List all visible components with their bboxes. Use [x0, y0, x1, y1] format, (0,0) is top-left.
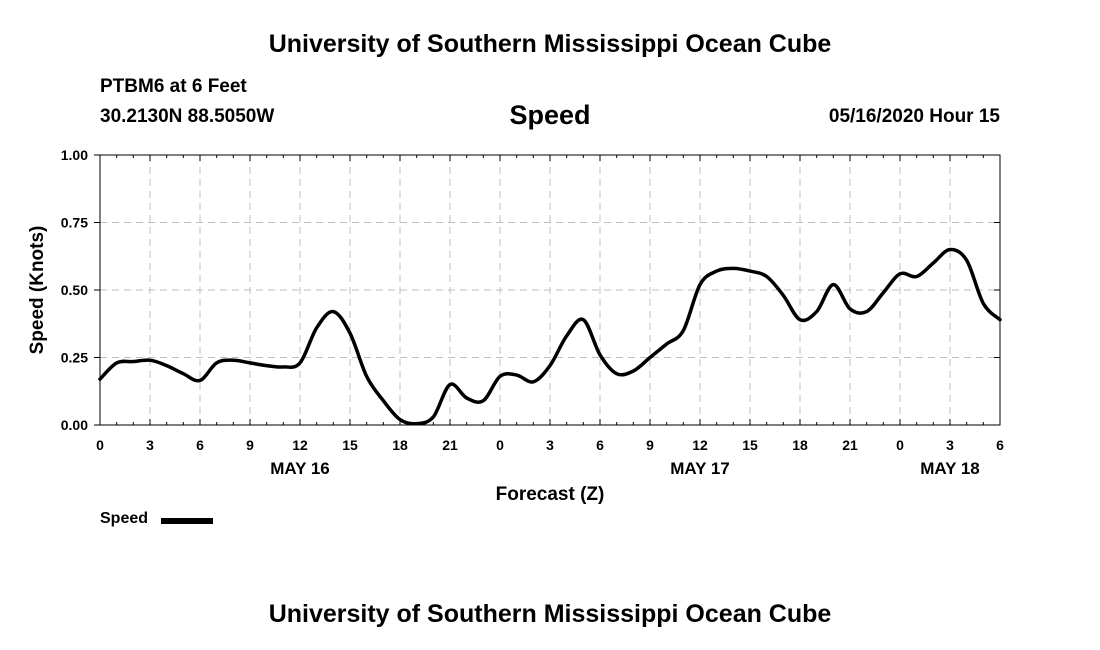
- x-tick-label: 18: [392, 437, 408, 453]
- x-tick-label: 12: [692, 437, 708, 453]
- x-axis-label: Forecast (Z): [496, 484, 605, 505]
- x-tick-label: 6: [596, 437, 604, 453]
- x-tick-label: 21: [442, 437, 458, 453]
- y-tick-label: 1.00: [61, 147, 88, 163]
- x-tick-label: 0: [896, 437, 904, 453]
- x-tick-label: 9: [246, 437, 254, 453]
- station-label: PTBM6 at 6 Feet: [100, 76, 247, 97]
- y-tick-label: 0.25: [61, 350, 88, 366]
- x-tick-label: 0: [496, 437, 504, 453]
- top-title: University of Southern Mississippi Ocean…: [268, 30, 832, 58]
- date-label: MAY 16: [270, 459, 330, 478]
- x-tick-label: 12: [292, 437, 308, 453]
- x-tick-label: 6: [196, 437, 204, 453]
- chart-title: Speed: [509, 100, 591, 130]
- y-tick-label: 0.50: [61, 282, 88, 298]
- speed-series-line: [98, 247, 1002, 426]
- x-tick-label: 3: [946, 437, 954, 453]
- y-axis-label: Speed (Knots): [27, 226, 48, 355]
- date-label: MAY 18: [920, 459, 980, 478]
- timestamp-label: 05/16/2020 Hour 15: [828, 106, 1000, 127]
- x-tick-label: 3: [546, 437, 554, 453]
- x-tick-label: 15: [742, 437, 758, 453]
- y-tick-label: 0.00: [61, 417, 88, 433]
- bottom-title: University of Southern Mississippi Ocean…: [268, 600, 832, 628]
- date-label: MAY 17: [670, 459, 730, 478]
- x-tick-label: 21: [842, 437, 858, 453]
- x-tick-label: 9: [646, 437, 654, 453]
- x-tick-label: 6: [996, 437, 1004, 453]
- legend-label: Speed: [100, 510, 149, 527]
- x-tick-label: 15: [342, 437, 358, 453]
- x-tick-label: 0: [96, 437, 104, 453]
- legend-line-swatch: [161, 518, 213, 524]
- y-tick-label: 0.75: [61, 215, 88, 231]
- coordinates-label: 30.2130N 88.5050W: [100, 106, 275, 127]
- x-tick-label: 18: [792, 437, 808, 453]
- plot-frame: [99, 154, 1001, 426]
- x-tick-label: 3: [146, 437, 154, 453]
